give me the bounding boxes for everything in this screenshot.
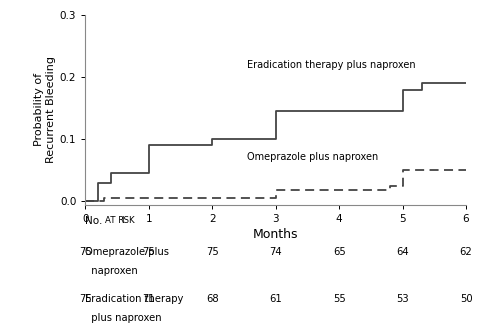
Y-axis label: Probability of
Recurrent Bleeding: Probability of Recurrent Bleeding bbox=[34, 56, 56, 163]
Text: plus naproxen: plus naproxen bbox=[85, 314, 162, 323]
Text: 68: 68 bbox=[206, 294, 219, 304]
X-axis label: Months: Months bbox=[253, 228, 299, 241]
Text: 64: 64 bbox=[396, 247, 409, 257]
Text: 75: 75 bbox=[142, 247, 155, 257]
Text: AT R: AT R bbox=[105, 216, 124, 225]
Text: Omeprazole plus naproxen: Omeprazole plus naproxen bbox=[247, 152, 378, 162]
Text: 53: 53 bbox=[396, 294, 409, 304]
Text: ISK: ISK bbox=[121, 216, 135, 225]
Text: Omeprazole plus: Omeprazole plus bbox=[85, 247, 169, 257]
Text: Eradication therapy: Eradication therapy bbox=[85, 294, 184, 304]
Text: Eradication therapy plus naproxen: Eradication therapy plus naproxen bbox=[247, 60, 416, 70]
Text: 74: 74 bbox=[269, 247, 282, 257]
Text: 55: 55 bbox=[333, 294, 346, 304]
Text: naproxen: naproxen bbox=[85, 266, 138, 276]
Text: 50: 50 bbox=[460, 294, 472, 304]
Text: 71: 71 bbox=[142, 294, 155, 304]
Text: 75: 75 bbox=[206, 247, 219, 257]
Text: 61: 61 bbox=[269, 294, 282, 304]
Text: No.: No. bbox=[85, 216, 106, 226]
Text: 75: 75 bbox=[79, 247, 92, 257]
Text: 62: 62 bbox=[460, 247, 472, 257]
Text: 75: 75 bbox=[79, 294, 92, 304]
Text: 65: 65 bbox=[333, 247, 346, 257]
